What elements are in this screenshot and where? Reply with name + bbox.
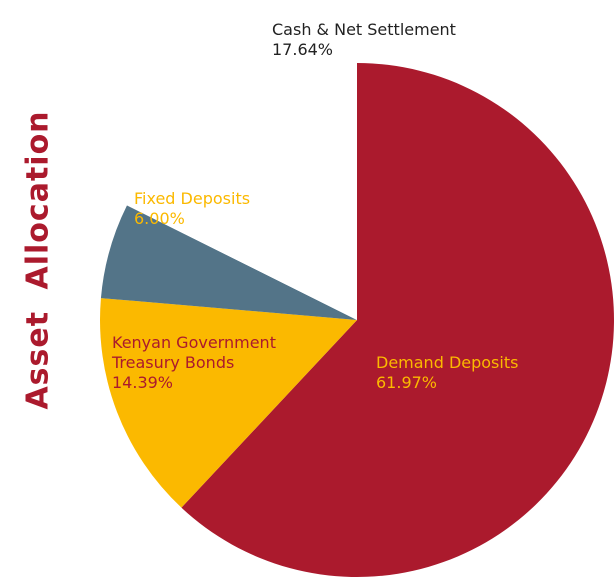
pie-slice [126, 63, 357, 320]
pie-slice [100, 205, 357, 320]
slice-value: 14.39% [112, 373, 174, 392]
slice-value: 17.64% [272, 40, 334, 59]
chart-title: Asset Allocation [20, 110, 56, 410]
pie-slice [100, 298, 358, 508]
slice-name: Cash & Net Settlement [272, 20, 456, 39]
slice-name: Demand Deposits [376, 353, 519, 372]
slice-label: Cash & Net Settlement 17.64% [272, 20, 532, 60]
slice-label: Demand Deposits 61.97% [376, 353, 576, 393]
slice-label: Fixed Deposits 6.00% [134, 189, 304, 229]
pie-slice [181, 63, 615, 578]
slice-value: 6.00% [134, 209, 185, 228]
slice-name: Kenyan Government Treasury Bonds [112, 333, 276, 372]
slice-label: Kenyan Government Treasury Bonds 14.39% [112, 333, 332, 393]
slice-name: Fixed Deposits [134, 189, 251, 208]
slice-value: 61.97% [376, 373, 438, 392]
